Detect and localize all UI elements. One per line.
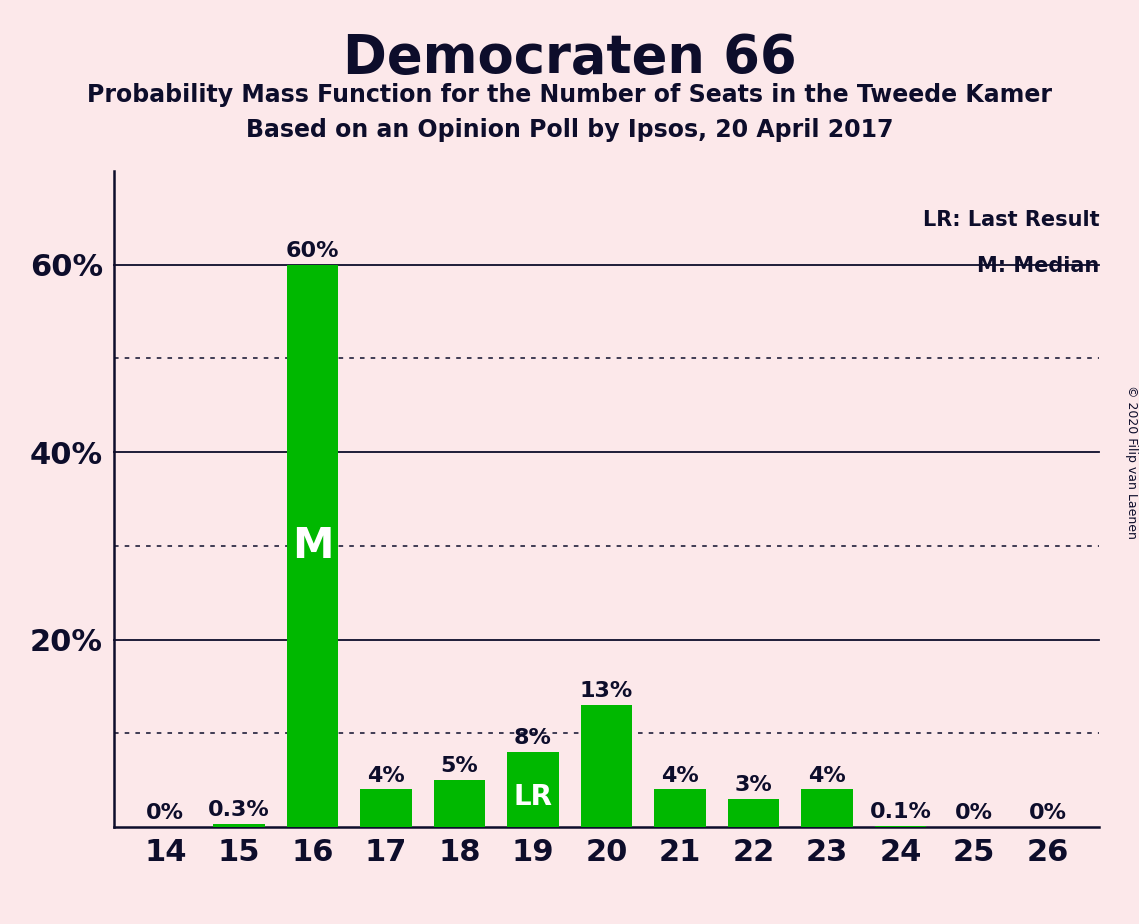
Text: 60%: 60% <box>286 241 339 261</box>
Text: Democraten 66: Democraten 66 <box>343 32 796 84</box>
Text: 0%: 0% <box>1029 803 1066 823</box>
Text: Probability Mass Function for the Number of Seats in the Tweede Kamer: Probability Mass Function for the Number… <box>87 83 1052 107</box>
Text: 8%: 8% <box>514 728 552 748</box>
Text: 4%: 4% <box>367 766 404 785</box>
Bar <box>728 799 779 827</box>
Text: 0%: 0% <box>147 803 185 823</box>
Text: Based on an Opinion Poll by Ipsos, 20 April 2017: Based on an Opinion Poll by Ipsos, 20 Ap… <box>246 118 893 142</box>
Text: 3%: 3% <box>735 775 772 796</box>
Bar <box>434 780 485 827</box>
Bar <box>875 826 926 827</box>
Text: © 2020 Filip van Laenen: © 2020 Filip van Laenen <box>1124 385 1138 539</box>
Bar <box>507 752 559 827</box>
Text: 4%: 4% <box>809 766 846 785</box>
Bar <box>213 824 264 827</box>
Bar <box>360 789 411 827</box>
Text: M: M <box>292 525 334 566</box>
Text: LR: LR <box>514 783 552 811</box>
Bar <box>287 264 338 827</box>
Text: 0.3%: 0.3% <box>208 800 270 821</box>
Bar <box>654 789 706 827</box>
Text: 13%: 13% <box>580 681 633 701</box>
Text: 0%: 0% <box>956 803 993 823</box>
Bar <box>581 705 632 827</box>
Text: LR: Last Result: LR: Last Result <box>923 211 1099 230</box>
Text: 0.1%: 0.1% <box>870 802 932 822</box>
Text: 5%: 5% <box>441 757 478 776</box>
Bar <box>802 789 853 827</box>
Text: M: Median: M: Median <box>977 256 1099 276</box>
Text: 4%: 4% <box>661 766 699 785</box>
